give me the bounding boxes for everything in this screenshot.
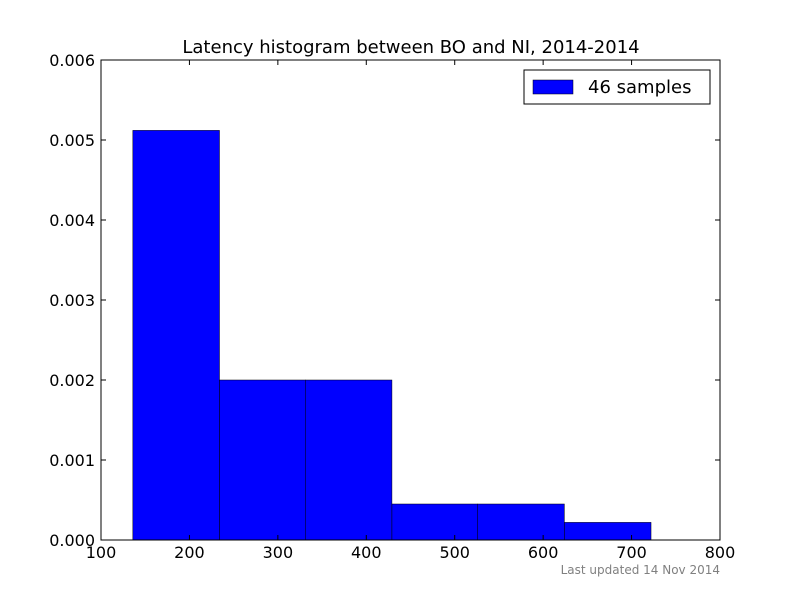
legend-label: 46 samples — [588, 77, 691, 98]
bars-group — [132, 130, 652, 541]
y-tick-label: 0.005 — [49, 131, 95, 150]
x-tick-label: 300 — [263, 543, 294, 562]
x-tick-label: 200 — [174, 543, 205, 562]
ticks-group: 100 200 300 400 500 600 700 800 0.000 0.001 0.002 0… — [49, 51, 735, 562]
histogram-bar-4 — [391, 503, 478, 541]
y-tick-label: 0.000 — [49, 531, 95, 550]
y-tick-label: 0.002 — [49, 371, 95, 390]
x-tick-label: 100 — [86, 543, 117, 562]
histogram-bar-5 — [477, 503, 565, 541]
y-tick-label: 0.006 — [49, 51, 95, 70]
histogram-bar-1 — [132, 130, 220, 541]
y-tick-label: 0.003 — [49, 291, 95, 310]
x-tick-label: 800 — [705, 543, 736, 562]
x-tick-label: 400 — [351, 543, 382, 562]
x-tick-label: 700 — [616, 543, 647, 562]
x-tick-label: 500 — [439, 543, 470, 562]
histogram-bar-3 — [305, 379, 393, 541]
histogram-bar-6 — [564, 522, 652, 541]
y-tick-label: 0.004 — [49, 211, 95, 230]
histogram-bar-2 — [219, 379, 306, 541]
legend-swatch — [532, 79, 574, 95]
last-updated-label: Last updated 14 Nov 2014 — [561, 563, 720, 577]
chart-title: Latency histogram between BO and NI, 201… — [182, 37, 639, 58]
legend: 46 samples — [523, 69, 711, 105]
plot-frame — [100, 59, 721, 541]
y-tick-label: 0.001 — [49, 451, 95, 470]
x-tick-label: 600 — [528, 543, 559, 562]
